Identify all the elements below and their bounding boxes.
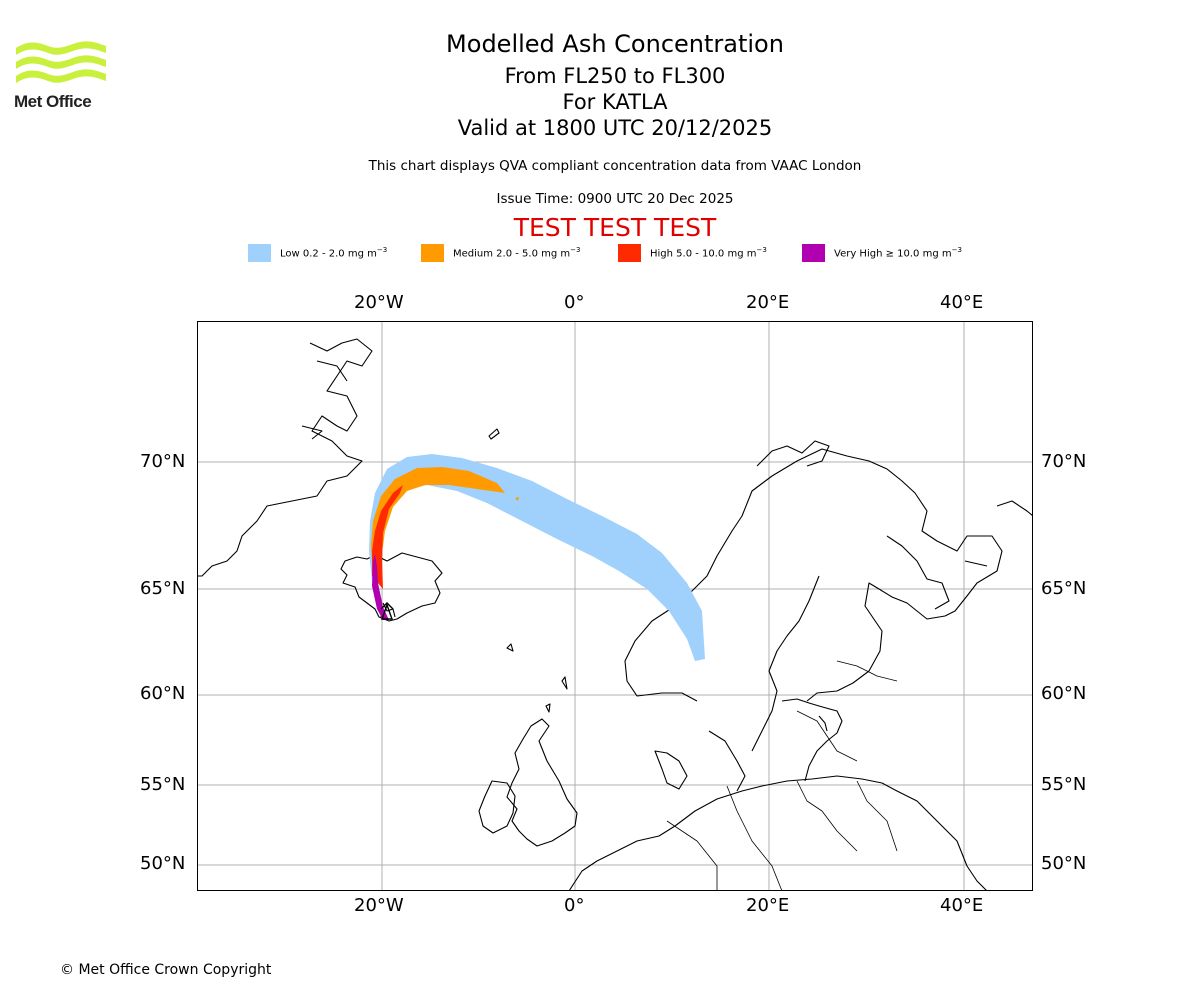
map-frame	[197, 321, 1033, 891]
lon-label-bottom-40e: 40°E	[940, 895, 984, 916]
ash-plume	[369, 454, 705, 661]
met-office-logo	[16, 41, 106, 83]
compliance-note: This chart displays QVA compliant concen…	[368, 158, 862, 174]
valid-time: Valid at 1800 UTC 20/12/2025	[457, 116, 773, 140]
greenland-coast	[197, 338, 373, 577]
lat-label-left-50n: 50°N	[140, 853, 186, 874]
lon-label-top-40e: 40°E	[940, 292, 984, 313]
lat-label-left-60n: 60°N	[140, 683, 186, 704]
lon-label-bottom-0: 0°	[564, 895, 585, 916]
test-banner: TEST TEST TEST	[513, 213, 717, 242]
chart-title: Modelled Ash Concentration	[446, 30, 784, 58]
lon-label-top-20w: 20°W	[354, 292, 404, 313]
lat-label-right-50n: 50°N	[1041, 853, 1087, 874]
volcano-name: For KATLA	[562, 90, 668, 114]
baltic-coast	[751, 575, 843, 782]
lat-label-left-70n: 70°N	[140, 451, 186, 472]
copyright-footer: © Met Office Crown Copyright	[60, 962, 272, 978]
lon-label-bottom-20e: 20°E	[746, 895, 790, 916]
legend-item-very-high: Very High ≥ 10.0 mg m−3	[802, 244, 962, 262]
legend-swatch-high	[618, 244, 641, 262]
great-britain-coast	[506, 718, 578, 847]
ash-very-high	[372, 554, 389, 620]
ireland-coast	[478, 780, 516, 834]
legend-swatch-medium	[421, 244, 444, 262]
lon-label-bottom-20w: 20°W	[354, 895, 404, 916]
lon-label-top-0: 0°	[564, 292, 585, 313]
lat-label-right-60n: 60°N	[1041, 683, 1087, 704]
lon-label-top-20e: 20°E	[746, 292, 790, 313]
legend-swatch-low	[248, 244, 271, 262]
issue-time: Issue Time: 0900 UTC 20 Dec 2025	[496, 191, 734, 207]
legend-swatch-very-high	[802, 244, 825, 262]
legend-item-high: High 5.0 - 10.0 mg m−3	[618, 244, 767, 262]
flight-levels: From FL250 to FL300	[504, 64, 726, 88]
logo-wordmark: Met Office	[14, 92, 92, 111]
ash-map	[197, 321, 1033, 891]
ash-high	[372, 485, 403, 589]
graticule	[197, 321, 1033, 891]
volcano-marker	[380, 602, 394, 620]
legend-item-medium: Medium 2.0 - 5.0 mg m−3	[421, 244, 580, 262]
ash-low	[369, 454, 705, 661]
lat-label-right-70n: 70°N	[1041, 451, 1087, 472]
lat-label-right-65n: 65°N	[1041, 578, 1087, 599]
lat-label-right-55n: 55°N	[1041, 774, 1087, 795]
legend: Low 0.2 - 2.0 mg m−3 Medium 2.0 - 5.0 mg…	[0, 244, 1200, 264]
lat-label-left-65n: 65°N	[140, 578, 186, 599]
iceland-coast	[340, 552, 443, 622]
europe-coast	[568, 775, 988, 891]
lat-label-left-55n: 55°N	[140, 774, 186, 795]
legend-item-low: Low 0.2 - 2.0 mg m−3	[248, 244, 387, 262]
